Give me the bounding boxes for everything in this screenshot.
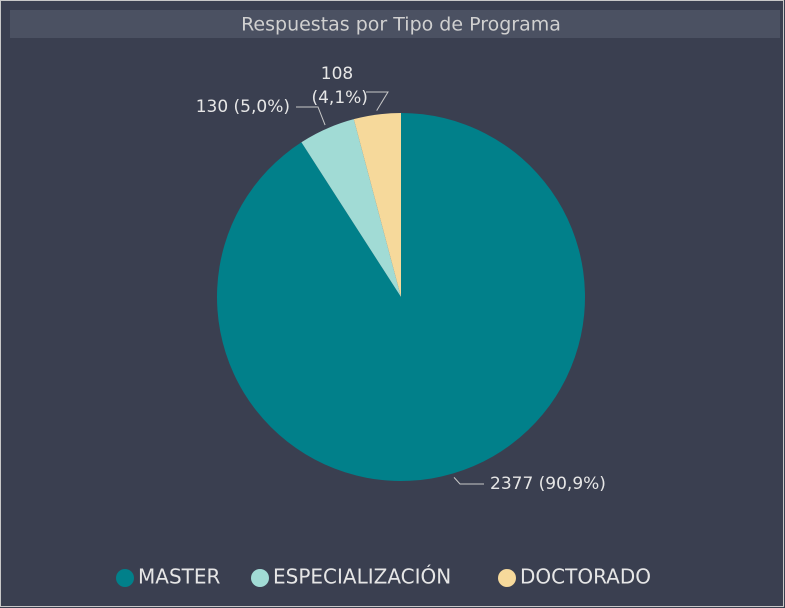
leader-line [296,106,326,126]
pie-slice [301,119,401,297]
data-label: 2377 (90,9%) [490,474,606,494]
legend-label: ESPECIALIZACIÓN [273,565,451,589]
data-label: 108 (4,1%) [306,64,368,108]
legend-marker [251,569,269,587]
title-bar [10,10,780,38]
leader-line [366,91,389,111]
pie-slice [353,113,401,297]
chart-title: Respuestas por Tipo de Programa [241,14,561,36]
data-label: 130 (5,0%) [196,97,290,117]
leader-line [453,477,484,485]
legend-label: MASTER [138,565,220,589]
legend-marker [116,569,134,587]
legend-marker [498,569,516,587]
legend-label: DOCTORADO [520,565,651,589]
